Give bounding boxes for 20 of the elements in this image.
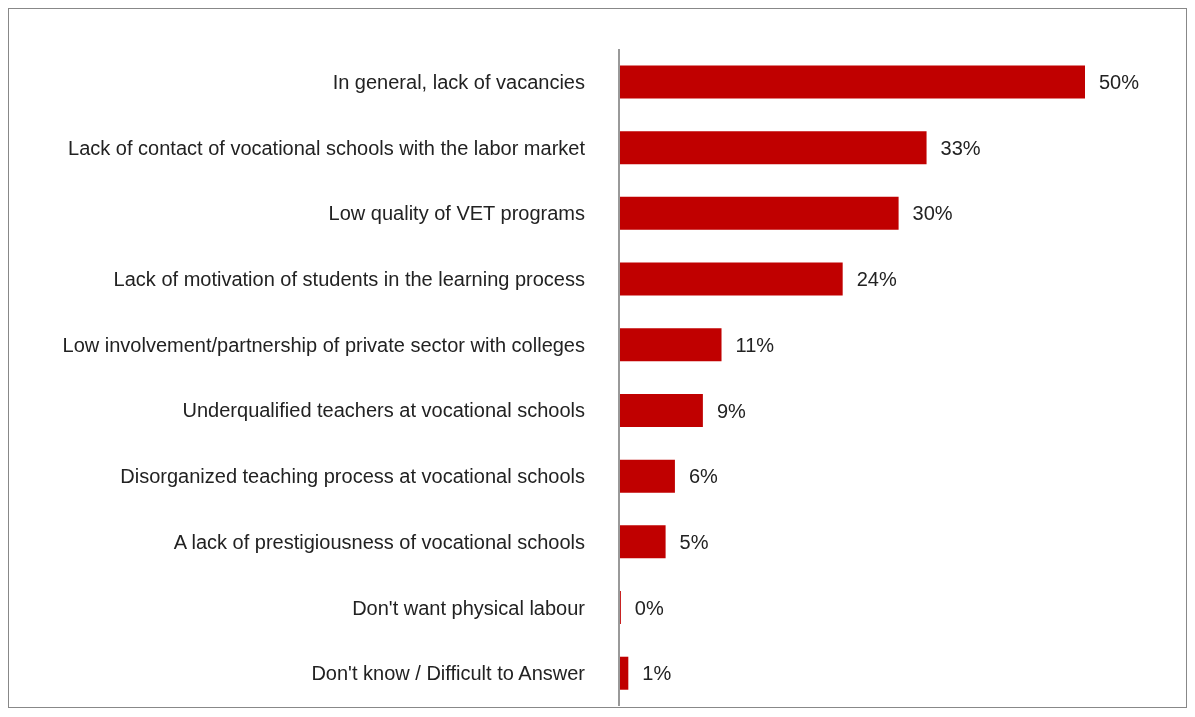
y-tick-label: Underqualified teachers at vocational schools [182, 399, 585, 422]
data-label: 24% [856, 268, 897, 291]
data-label: 30% [912, 202, 953, 225]
data-label: 1% [642, 662, 672, 685]
data-label: 0% [634, 596, 664, 619]
y-tick-label: Don't want physical labour [352, 596, 586, 619]
data-label: 50% [1099, 71, 1140, 94]
y-tick-label: In general, lack of vacancies [332, 70, 585, 93]
data-label: 33% [940, 136, 981, 159]
data-label: 9% [716, 399, 746, 422]
y-tick-label: Disorganized teaching process at vocational schools [120, 465, 585, 488]
y-tick-label: Lack of motivation of students in the learning process [113, 268, 585, 291]
data-label: 11% [735, 333, 775, 356]
data-label: 6% [688, 465, 719, 488]
y-tick-label: Low involvement/partnership of private sector with colleges [62, 333, 585, 356]
y-tick-label: Don't know / Difficult to Answer [311, 662, 586, 685]
y-tick-label: Low quality of VET programs [328, 202, 585, 225]
data-label: 5% [679, 530, 709, 553]
y-tick-label: Lack of contact of vocational schools with the labor market [68, 136, 586, 159]
y-tick-label: A lack of prestigiousness of vocational schools [173, 530, 585, 553]
